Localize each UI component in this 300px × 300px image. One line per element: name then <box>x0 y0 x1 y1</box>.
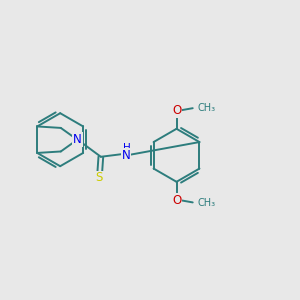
Text: O: O <box>172 194 181 207</box>
Text: H: H <box>123 143 130 153</box>
Text: O: O <box>172 104 181 117</box>
Text: S: S <box>96 172 103 184</box>
Text: CH₃: CH₃ <box>198 103 216 112</box>
Text: CH₃: CH₃ <box>198 198 216 208</box>
Text: N: N <box>73 133 82 146</box>
Text: N: N <box>122 148 131 161</box>
